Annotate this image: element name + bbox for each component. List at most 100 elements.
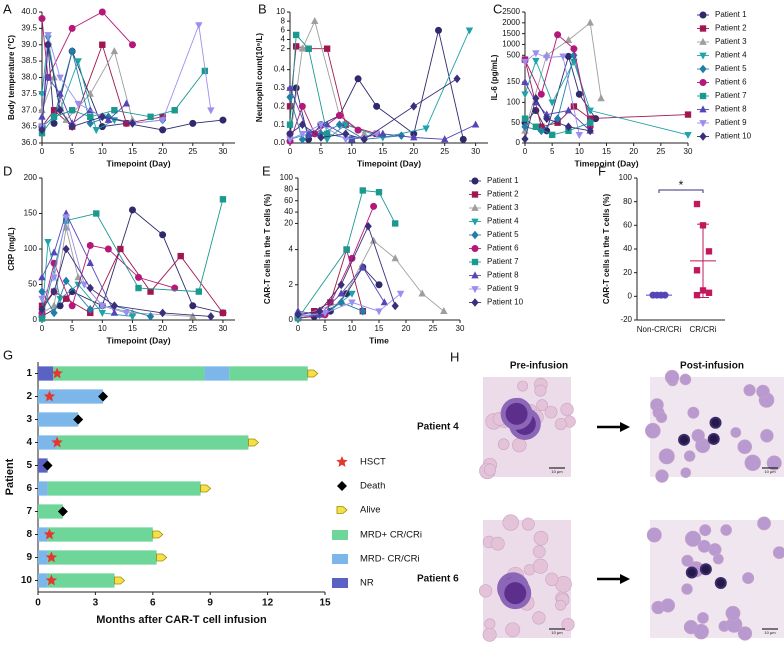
legend-marker [471, 230, 479, 240]
panel-letter: C [493, 1, 502, 16]
red-cell [532, 558, 548, 574]
data-point [38, 112, 46, 120]
x-tick-label: 30 [456, 324, 465, 333]
data-point [56, 89, 64, 97]
data-point [543, 114, 551, 123]
data-point [93, 210, 100, 217]
red-cell [490, 536, 505, 551]
data-point [532, 57, 540, 65]
data-point [375, 189, 383, 196]
red-cell [699, 524, 712, 537]
y-tick-label: 8 [281, 16, 286, 25]
data-point [50, 113, 58, 120]
data-point [370, 202, 378, 210]
series-line [41, 44, 133, 130]
x-tick-label: 12 [262, 598, 274, 609]
x-tick-label: 15 [319, 598, 331, 609]
data-point [86, 283, 94, 293]
data-point [147, 288, 154, 295]
data-point [135, 284, 142, 292]
legend-label: Patient 4 [487, 217, 519, 226]
x-tick-label: 25 [188, 147, 197, 156]
data-point [327, 299, 334, 306]
data-point [128, 206, 136, 214]
data-point [693, 200, 701, 208]
data-point [159, 126, 167, 134]
red-cell [720, 524, 732, 536]
data-point [323, 45, 331, 52]
x-tick-label: 30 [471, 147, 480, 156]
data-point [465, 27, 474, 35]
bar-segment [38, 435, 58, 450]
y-tick-label: 38.0 [21, 73, 37, 82]
data-point [564, 106, 573, 114]
legend-label: Patient 6 [715, 78, 747, 87]
column-header: Pre-infusion [510, 361, 568, 372]
data-point [147, 113, 154, 120]
data-point [110, 308, 119, 316]
data-point [586, 18, 594, 26]
data-point [298, 44, 307, 52]
nucleus [504, 582, 527, 605]
data-point [459, 135, 467, 143]
y-tick-label: 0.4 [274, 65, 286, 74]
red-cell [482, 627, 497, 642]
y-tick-label: 7 [26, 506, 32, 517]
x-tick-label: 5 [70, 147, 75, 156]
x-tick-label: 30 [684, 147, 693, 156]
x-tick-label: 10 [98, 147, 107, 156]
data-point [38, 273, 46, 281]
nucleus [709, 434, 718, 443]
x-tick-label: 5 [550, 147, 555, 156]
data-point [543, 54, 551, 62]
x-tick-label: 25 [188, 324, 197, 333]
data-point [298, 130, 307, 138]
y-axis-label: Body temperature (°C) [7, 35, 16, 120]
red-cell [679, 373, 692, 386]
data-point [50, 287, 58, 296]
arrow-head [620, 574, 630, 584]
data-point [564, 35, 573, 43]
panel-letter: E [262, 163, 271, 178]
data-point [537, 126, 545, 136]
red-cell [655, 469, 669, 483]
y-tick-label: 2 [26, 391, 32, 402]
y-tick-label: 36.5 [21, 122, 37, 131]
y-tick-label: 0.0 [274, 138, 286, 147]
red-cell [680, 467, 692, 478]
red-cell [534, 384, 547, 397]
legend-label: Alive [360, 505, 381, 516]
y-tick-label: 9 [26, 552, 32, 563]
x-tick-label: 5 [319, 147, 324, 156]
y-tick-label: 100 [24, 244, 38, 253]
series-line [289, 30, 464, 141]
outcome-marker [248, 438, 260, 447]
y-tick-label: 2500 [502, 7, 520, 16]
legend-marker [699, 79, 707, 87]
legend-marker [471, 286, 479, 294]
data-point [38, 91, 46, 99]
x-tick-label: 0 [40, 324, 45, 333]
data-point [316, 306, 324, 316]
data-point [207, 312, 215, 321]
x-tick-label: 0 [40, 147, 45, 156]
data-point [98, 302, 107, 310]
red-cell [497, 438, 510, 450]
outcome-marker [152, 530, 164, 539]
red-cell [743, 384, 756, 397]
red-cell [512, 437, 527, 453]
y-axis-label: Patient [4, 458, 16, 495]
data-point [104, 115, 113, 123]
data-point [342, 129, 350, 139]
data-point [293, 31, 300, 39]
data-point [521, 115, 529, 122]
y-tick-label: 200 [24, 173, 38, 182]
bar-segment [38, 412, 79, 427]
data-point [68, 302, 76, 310]
bar-segment [47, 550, 157, 565]
y-axis-label: Neutrophil count(10⁹/L) [255, 33, 264, 122]
data-point [410, 102, 418, 111]
data-point [418, 289, 426, 297]
data-point [586, 126, 594, 136]
hsct-marker [336, 456, 348, 467]
